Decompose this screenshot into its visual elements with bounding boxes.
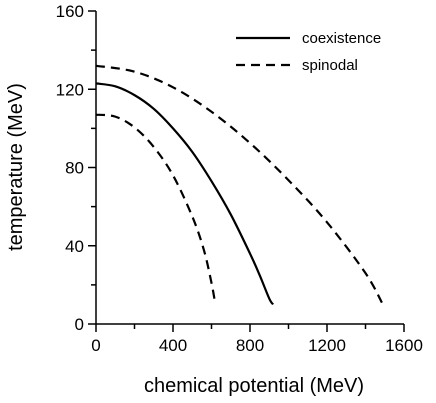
y-tick-label: 120: [56, 80, 84, 99]
x-tick-label: 800: [236, 336, 264, 355]
x-tick-label: 1600: [385, 336, 423, 355]
series-line-spinodal: [95, 64, 384, 305]
y-tick-label: 160: [56, 2, 84, 21]
legend-label-coexistence: coexistence: [302, 30, 381, 47]
series-layer: [95, 64, 384, 306]
series-line-spinodal: [95, 113, 217, 305]
legend-label-spinodal: spinodal: [302, 57, 358, 74]
x-axis-title: chemical potential (MeV): [144, 375, 364, 397]
x-tick-label: 400: [159, 336, 187, 355]
series-line-coexistence: [95, 82, 275, 306]
y-tick-label: 0: [75, 315, 84, 334]
x-tick-label: 1200: [308, 336, 346, 355]
y-tick-label: 40: [65, 237, 84, 256]
legend: coexistence spinodal: [236, 30, 381, 74]
y-tick-label: 80: [65, 159, 84, 178]
y-axis-title: temperature (MeV): [5, 83, 27, 251]
x-tick-label: 0: [91, 336, 100, 355]
